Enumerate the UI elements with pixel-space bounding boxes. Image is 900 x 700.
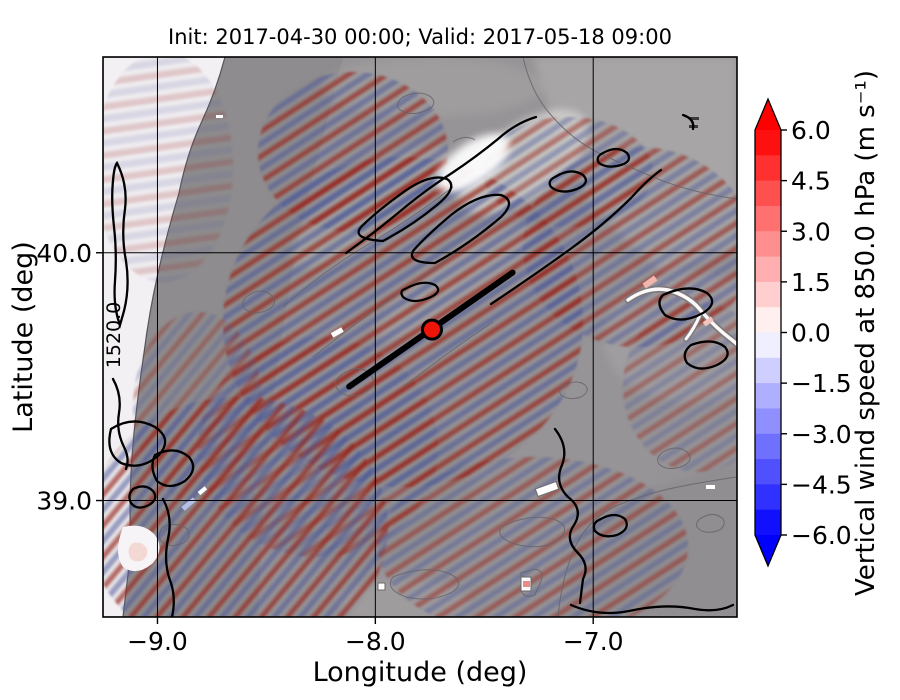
colorbar-step [755,256,781,283]
colorbar-step [755,130,781,156]
colorbar-tick-label: −1.5 [791,369,852,398]
y-axis-ticks: 40.0 39.0 [36,239,103,516]
y-tick-label: 40.0 [36,239,92,268]
small-artifacts [118,115,715,592]
colorbar-step [755,433,781,460]
x-tick-label: −9.0 [127,627,188,656]
contours-thick-1520 [108,113,735,617]
x-axis-ticks: −9.0 −8.0 −7.0 [127,617,624,656]
colorbar-tick-label: 4.5 [791,167,831,196]
graticule [103,57,737,617]
colorbar-step [755,509,781,536]
map-canvas: 1520.0 [103,57,737,617]
colorbar-label: Vertical wind speed at 850.0 hPa (m s⁻¹) [851,70,881,596]
colorbar-tick-label: 1.5 [791,268,831,297]
wave-band-overlays [103,57,737,617]
colorbar-step [755,281,781,308]
axes-frame [102,56,738,618]
x-tick-label: −7.0 [563,627,624,656]
contour-label: 1520.0 [103,302,125,368]
colorbar-over-arrow [755,99,781,130]
colorbar-step [755,205,781,232]
x-axis-label: Longitude (deg) [313,657,528,688]
colorbar-step [755,383,781,410]
colorbar-tick-label: 0.0 [791,319,831,348]
colorbar-tick-label: −3.0 [791,420,852,449]
terrain-contours-thin [158,57,737,617]
y-tick-label: 39.0 [36,487,92,516]
bright-patch [436,133,510,193]
x-tick-label: −8.0 [345,627,406,656]
colorbar-tick-label: −4.5 [791,470,852,499]
colorbar-tick-label: 3.0 [791,217,831,246]
bright-channel [624,275,737,349]
colorbar-step [755,231,781,258]
colorbar-steps [755,99,781,566]
plot-title: Init: 2017-04-30 00:00; Valid: 2017-05-1… [168,25,672,49]
colorbar-step [755,484,781,511]
y-axis-label: Latitude (deg) [8,241,39,433]
colorbar-tick-label: −6.0 [791,521,852,550]
colorbar-step [755,459,781,485]
station-marker [420,318,443,341]
colorbar-tick-label: 6.0 [791,116,831,145]
colorbar-step [755,357,781,384]
colorbar-step [755,332,781,359]
colorbar-step [755,155,781,182]
colorbar: 6.0 4.5 3.0 1.5 0.0 −1.5 −3.0 −4.5 −6.0 Vertical… [754,70,881,596]
colorbar-ticks: 6.0 4.5 3.0 1.5 0.0 −1.5 −3.0 −4.5 −6.0 [781,116,852,550]
colorbar-step [755,307,781,334]
colorbar-step [755,180,781,207]
colorbar-under-arrow [755,535,781,566]
colorbar-step [755,408,781,435]
